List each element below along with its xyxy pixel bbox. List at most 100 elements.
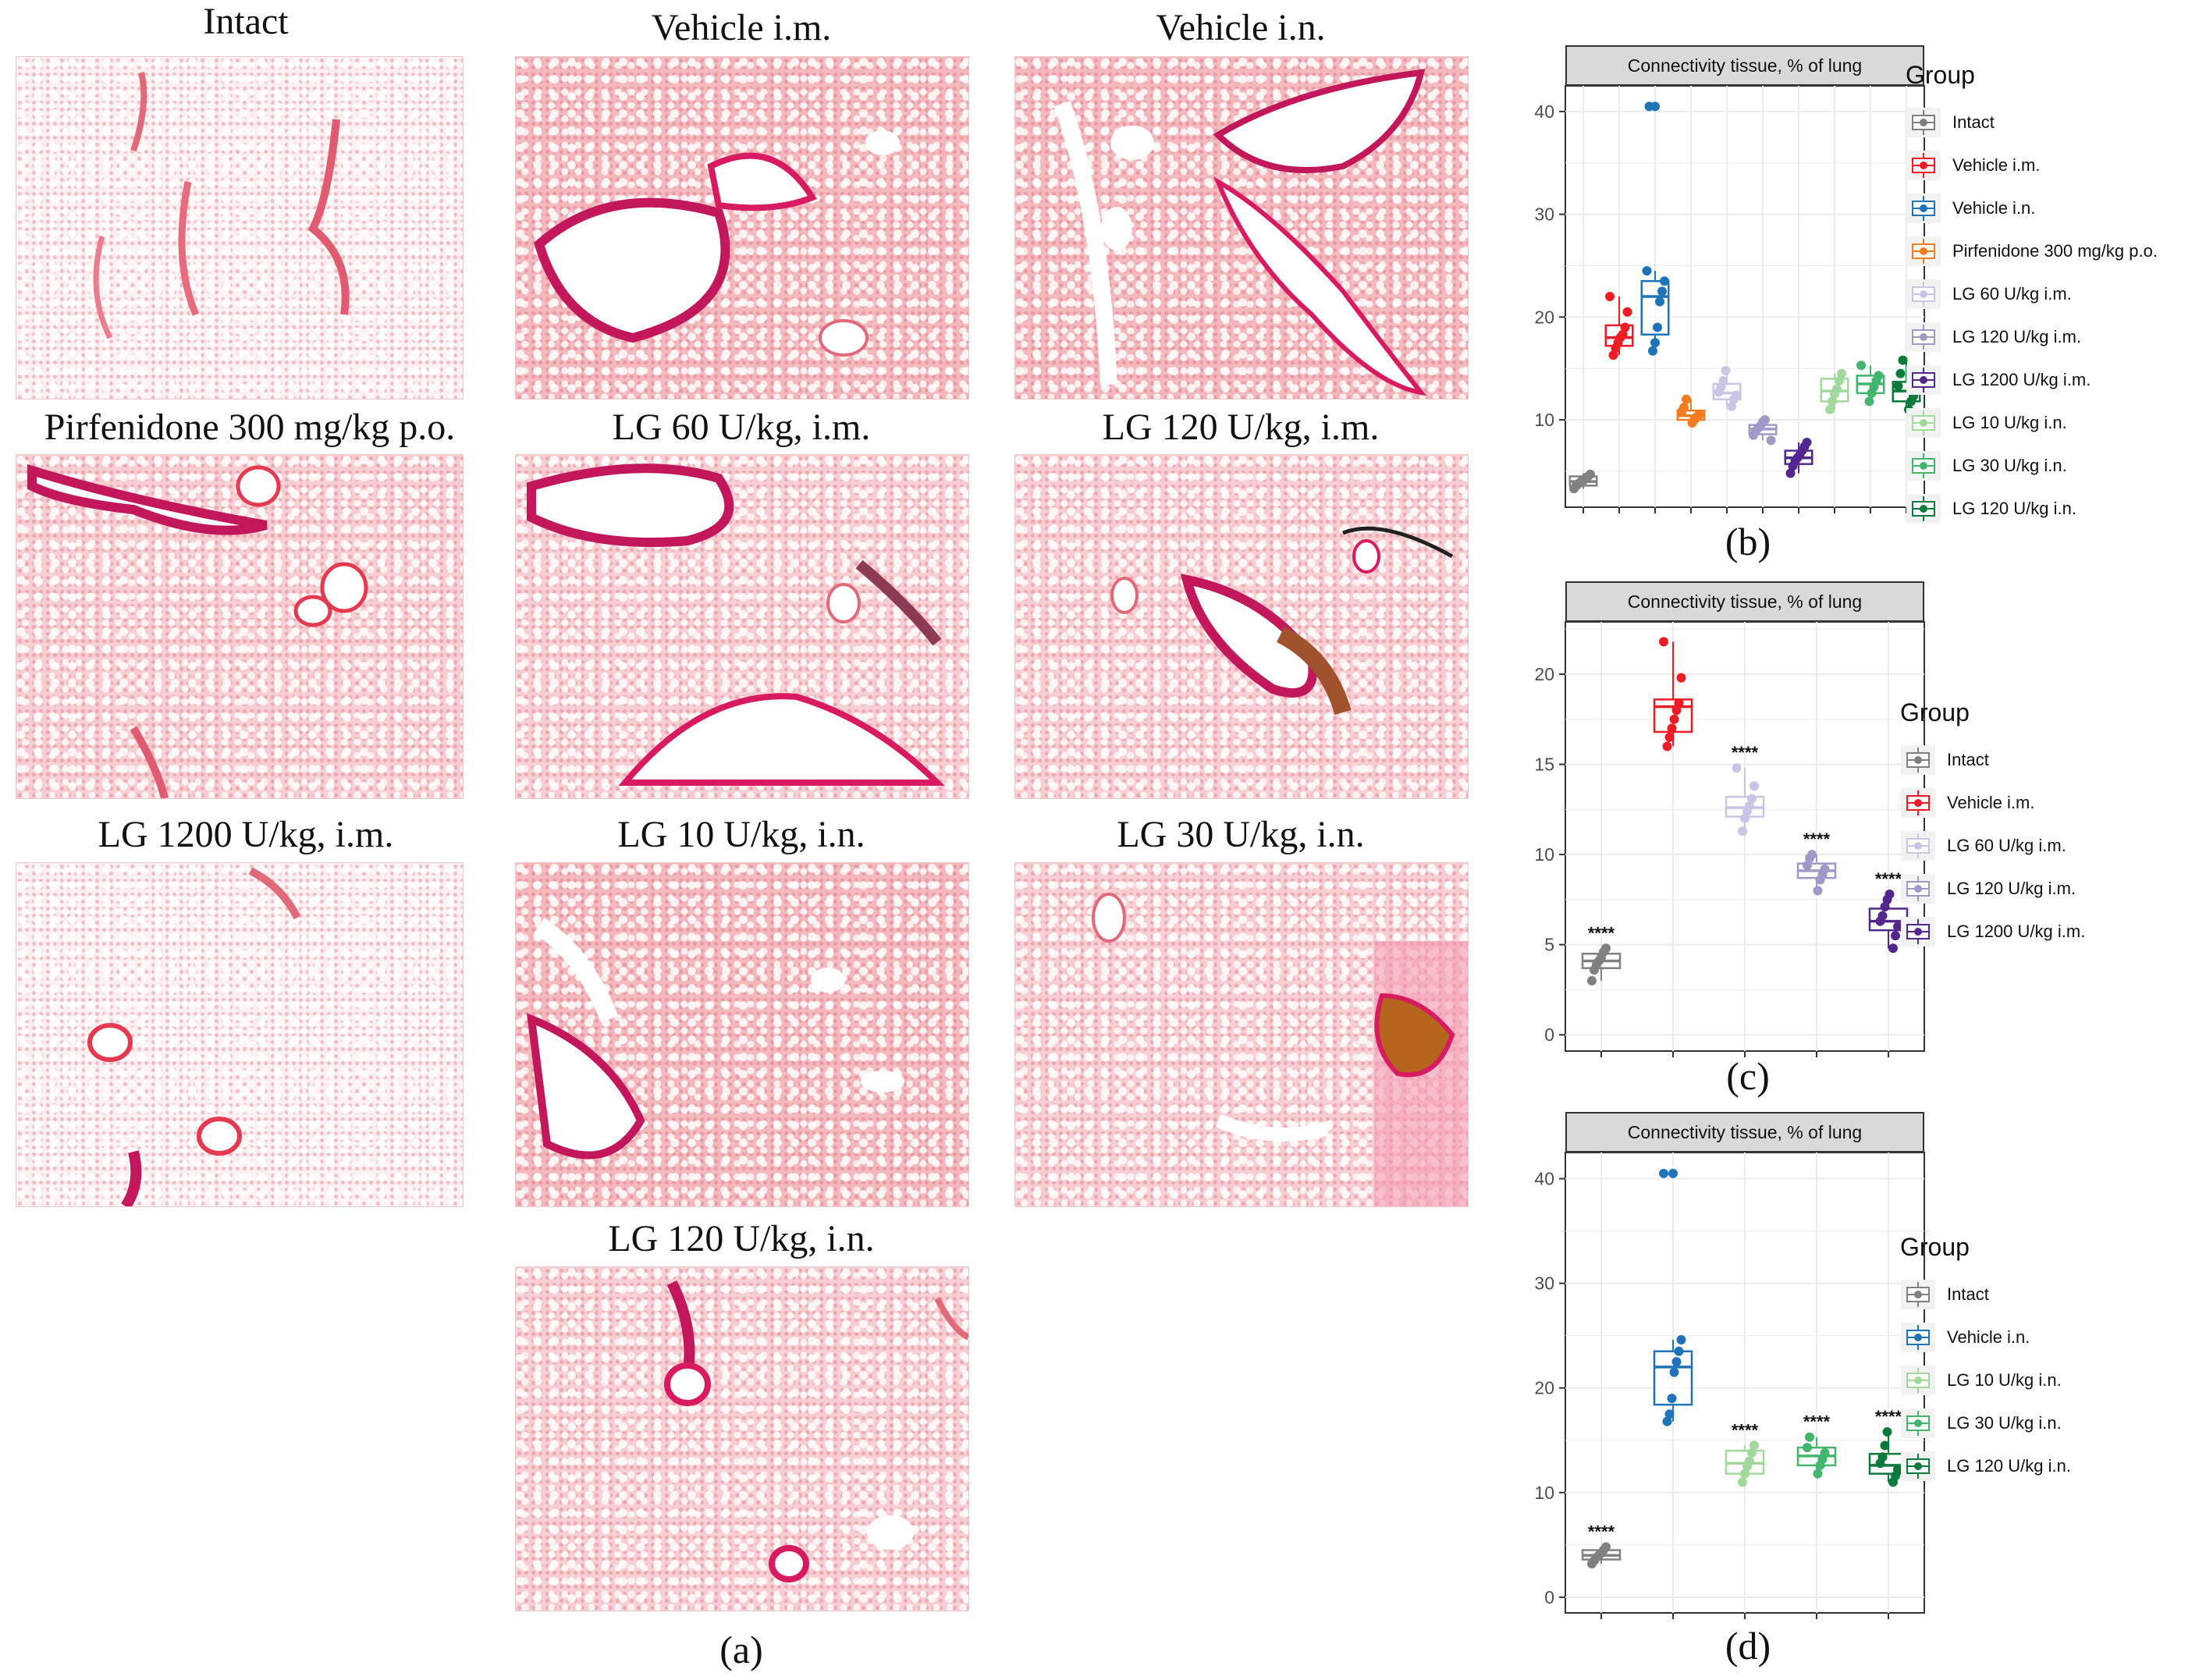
chart-d-legend-items: Intact Vehicle i.n. LG 10 U/kg i.n. LG 30 U… xyxy=(1900,1273,2071,1487)
data-point xyxy=(1662,1416,1672,1426)
box-vehicle-i-m- xyxy=(1604,292,1634,361)
legend-key-dot xyxy=(1920,504,1927,513)
data-point xyxy=(1738,826,1747,836)
data-point xyxy=(1721,365,1731,375)
image-title-vehicle-im: Vehicle i.m. xyxy=(651,7,832,48)
legend-label: LG 30 U/kg i.n. xyxy=(1952,455,2067,475)
data-point xyxy=(1664,1409,1675,1419)
data-point xyxy=(1813,886,1823,896)
data-point xyxy=(1740,813,1750,823)
micrograph-lg30-in xyxy=(1014,862,1469,1207)
legend-key xyxy=(1901,1365,1935,1395)
data-point xyxy=(1642,266,1652,276)
legend-key-dot xyxy=(1914,1376,1922,1384)
legend-key-dot xyxy=(1920,418,1927,427)
legend-key xyxy=(1901,744,1935,775)
micrograph-vehicle-in xyxy=(1014,56,1469,400)
legend-item: LG 60 U/kg i.m. xyxy=(1906,272,2158,315)
data-point xyxy=(1660,276,1669,286)
legend-key-dot xyxy=(1920,289,1927,298)
chart-d-panel-label: (d) xyxy=(1725,1624,1771,1668)
chart-c-legend-items: Intact Vehicle i.m. LG 60 U/kg i.m. LG 120 … xyxy=(1900,738,2085,953)
legend-item: LG 120 U/kg i.m. xyxy=(1906,315,2158,358)
data-point xyxy=(1664,732,1675,742)
chart-b-legend-title: Group xyxy=(1906,61,1975,89)
data-point xyxy=(1732,390,1741,400)
legend-label: LG 120 U/kg i.n. xyxy=(1952,498,2076,518)
data-point xyxy=(1888,943,1898,954)
chart-b: Connectivity tissue, % of lung 10 20 30 40 … xyxy=(1506,31,2201,563)
legend-item: Vehicle i.n. xyxy=(1900,1316,2071,1359)
micrograph-intact xyxy=(16,56,464,400)
data-point xyxy=(1807,850,1817,860)
box-intact: **** xyxy=(1581,923,1622,986)
data-point xyxy=(1856,361,1866,371)
chart-b-legend: Group Intact Vehicle i.m. Vehicle i.n. Pirf… xyxy=(1906,61,2158,530)
legend-item: Intact xyxy=(1900,738,2085,781)
legend-item: LG 1200 U/kg i.m. xyxy=(1900,910,2085,953)
data-point xyxy=(1671,705,1682,716)
micrograph-lg30-in-vessels xyxy=(1092,893,1468,1206)
legend-key-dot xyxy=(1914,798,1922,807)
chart-d-ytick-label: 10 xyxy=(1534,1483,1554,1503)
chart-d-plot: 0 10 20 30 40 **** **** **** **** xyxy=(1534,1152,1925,1619)
legend-label: LG 30 U/kg i.n. xyxy=(1947,1412,2062,1433)
data-point xyxy=(1882,1427,1892,1437)
legend-key-dot xyxy=(1914,1462,1922,1470)
data-point xyxy=(1813,1469,1823,1479)
chart-b-ytick-label: 20 xyxy=(1534,307,1554,327)
box-lg-30-u-kg-i-n- xyxy=(1856,361,1885,407)
legend-label: LG 60 U/kg i.m. xyxy=(1947,835,2066,855)
panel-a-label: (a) xyxy=(719,1628,763,1671)
legend-item: Vehicle i.n. xyxy=(1906,186,2158,229)
image-title-vehicle-in: Vehicle i.n. xyxy=(1156,7,1326,48)
legend-item: LG 30 U/kg i.n. xyxy=(1900,1401,2071,1444)
box-vehicle-i-m- xyxy=(1653,637,1693,751)
chart-b-legend-items: Intact Vehicle i.m. Vehicle i.n. Pirfenidon… xyxy=(1906,101,2158,530)
data-point xyxy=(1667,723,1677,733)
legend-label: Vehicle i.n. xyxy=(1947,1327,2030,1347)
data-point xyxy=(1747,1447,1757,1458)
legend-key xyxy=(1901,1322,1935,1352)
micrograph-lg10-in-vessels xyxy=(526,918,904,1160)
legend-label: Intact xyxy=(1947,1284,1989,1304)
legend-label: LG 10 U/kg i.n. xyxy=(1952,412,2067,432)
data-point xyxy=(1803,860,1812,870)
data-point xyxy=(1727,401,1736,411)
box-lg-1200-u-kg-i-m- xyxy=(1784,438,1813,478)
data-point xyxy=(1893,1465,1902,1475)
significance-label: **** xyxy=(1875,869,1902,889)
data-point xyxy=(1738,1477,1747,1487)
data-point xyxy=(1750,781,1759,791)
chart-c: Connectivity tissue, % of lung 0 5 10 15 20 *… xyxy=(1506,574,2201,1112)
data-point xyxy=(1805,1432,1814,1442)
chart-b-panel-label: (b) xyxy=(1725,520,1771,563)
micrograph-lg10-in xyxy=(515,862,969,1207)
chart-d-legend: Group Intact Vehicle i.n. LG 10 U/kg i.n. L… xyxy=(1900,1233,2071,1487)
image-title-lg30-in: LG 30 U/kg, i.n. xyxy=(1117,814,1365,855)
data-point xyxy=(1891,931,1900,941)
legend-key-dot xyxy=(1914,841,1922,850)
micrograph-lg120-im xyxy=(1014,454,1469,799)
legend-item: LG 120 U/kg i.n. xyxy=(1906,487,2158,530)
legend-item: LG 60 U/kg i.m. xyxy=(1900,824,2085,867)
legend-label: Vehicle i.m. xyxy=(1947,792,2035,812)
chart-d-ytick-label: 0 xyxy=(1544,1587,1554,1607)
legend-label: Vehicle i.m. xyxy=(1952,155,2041,175)
micrograph-lg60-im xyxy=(515,454,969,799)
image-title-lg60-im: LG 60 U/kg, i.m. xyxy=(612,407,871,448)
micrograph-intact-vessels xyxy=(93,72,350,339)
data-point xyxy=(1835,376,1844,385)
image-title-pirfenidone: Pirfenidone 300 mg/kg p.o. xyxy=(44,407,456,448)
data-point xyxy=(1650,338,1660,348)
significance-label: **** xyxy=(1732,1420,1759,1440)
legend-key-dot xyxy=(1914,1419,1922,1427)
box-pirfenidone-300-mg-kg-p-o- xyxy=(1676,394,1706,428)
box-lg-10-u-kg-i-n- xyxy=(1820,368,1849,414)
chart-c-ytick-label: 0 xyxy=(1544,1025,1554,1045)
data-point xyxy=(1679,403,1689,413)
legend-key xyxy=(1906,150,1941,180)
data-point xyxy=(1669,714,1679,724)
box-lg-120-u-kg-i-m- xyxy=(1748,415,1778,446)
significance-label: **** xyxy=(1588,923,1615,943)
